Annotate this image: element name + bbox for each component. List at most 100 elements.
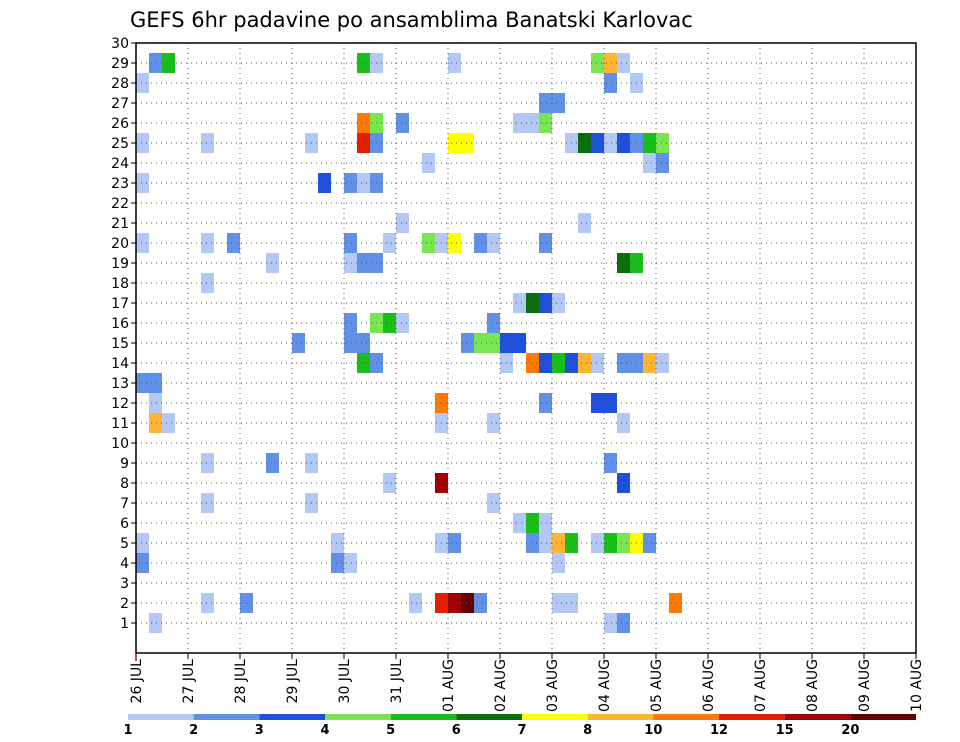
y-tick-label: 9	[120, 456, 129, 472]
heatmap-cell	[344, 173, 357, 193]
heatmap-cell	[149, 413, 162, 433]
heatmap-cell	[617, 473, 630, 493]
x-tick-label: 04 AUG	[597, 659, 613, 712]
y-tick-label: 27	[111, 96, 129, 112]
y-tick-label: 30	[111, 36, 129, 52]
heatmap-cell	[656, 133, 669, 153]
legend-label: 5	[386, 723, 395, 738]
legend-swatch	[390, 714, 457, 720]
legend-label: 3	[255, 723, 264, 738]
y-tick-label: 18	[111, 276, 129, 292]
heatmap-cell	[448, 53, 461, 73]
chart-title: GEFS 6hr padavine po ansamblima Banatski…	[130, 8, 693, 32]
heatmap-cell	[201, 453, 214, 473]
heatmap-cell	[539, 113, 552, 133]
heatmap-cell	[136, 553, 149, 573]
heatmap-cell	[201, 133, 214, 153]
heatmap-cell	[422, 153, 435, 173]
heatmap-cell	[136, 373, 149, 393]
heatmap-cell	[201, 493, 214, 513]
heatmap-cell	[552, 533, 565, 553]
heatmap-cell	[617, 253, 630, 273]
x-tick-label: 26 JUL	[129, 659, 145, 704]
heatmap-cell	[474, 333, 487, 353]
y-tick-label: 16	[111, 316, 129, 332]
color-legend: 1 2 3 4 5 6 7 8 10 12 15 20	[123, 714, 916, 738]
heatmap-cell	[526, 353, 539, 373]
heatmap-cell	[487, 333, 500, 353]
heatmap-cell	[591, 133, 604, 153]
y-tick-label: 28	[111, 76, 129, 92]
legend-label: 12	[710, 723, 728, 738]
heatmap-cell	[201, 273, 214, 293]
legend-label: 2	[189, 723, 198, 738]
heatmap-cell	[357, 173, 370, 193]
heatmap-cell	[149, 373, 162, 393]
heatmap-cell	[617, 533, 630, 553]
legend-swatch	[259, 714, 325, 720]
heatmap-cell	[552, 593, 565, 613]
legend-label: 15	[776, 723, 794, 738]
heatmap-cell	[487, 413, 500, 433]
heatmap-cell	[136, 173, 149, 193]
heatmap-cell	[604, 53, 617, 73]
legend-label: 7	[517, 723, 526, 738]
heatmap-cell	[448, 233, 461, 253]
x-tick-label: 31 JUL	[389, 659, 405, 704]
heatmap-cell	[552, 353, 565, 373]
y-tick-label: 4	[120, 556, 129, 572]
axes-layer: 1234567891011121314151617181920212223242…	[111, 36, 925, 712]
heatmap-cell	[604, 613, 617, 633]
heatmap-cell	[617, 353, 630, 373]
heatmap-cell	[357, 133, 370, 153]
y-tick-label: 26	[111, 116, 129, 132]
heatmap-cell	[162, 53, 175, 73]
y-tick-label: 3	[120, 576, 129, 592]
heatmap-cell	[643, 353, 656, 373]
x-tick-label: 30 JUL	[337, 659, 353, 704]
cells-layer	[136, 53, 682, 633]
x-tick-label: 27 JUL	[181, 659, 197, 704]
heatmap-cell	[149, 53, 162, 73]
heatmap-cell	[201, 233, 214, 253]
y-tick-label: 21	[111, 216, 129, 232]
y-tick-label: 7	[120, 496, 129, 512]
heatmap-cell	[474, 233, 487, 253]
heatmap-cell	[591, 53, 604, 73]
heatmap-cell	[136, 233, 149, 253]
legend-swatch	[325, 714, 391, 720]
y-tick-label: 23	[111, 176, 129, 192]
legend-swatch	[784, 714, 851, 720]
heatmap-cell	[461, 133, 474, 153]
heatmap-cell	[513, 513, 526, 533]
heatmap-cell	[487, 493, 500, 513]
heatmap-cell	[422, 233, 435, 253]
heatmap-cell	[591, 533, 604, 553]
y-tick-label: 1	[120, 616, 129, 632]
legend-label: 20	[841, 723, 859, 738]
heatmap-cell	[162, 413, 175, 433]
legend-label: 6	[452, 723, 461, 738]
heatmap-cell	[617, 53, 630, 73]
heatmap-cell	[617, 413, 630, 433]
x-tick-label: 02 AUG	[493, 659, 509, 712]
heatmap-cell	[643, 153, 656, 173]
heatmap-cell	[539, 93, 552, 113]
heatmap-cell	[344, 313, 357, 333]
x-tick-label: 28 JUL	[233, 659, 249, 704]
heatmap-cell	[643, 533, 656, 553]
heatmap-cell	[318, 173, 331, 193]
heatmap-cell	[526, 533, 539, 553]
grid-layer	[136, 42, 916, 653]
heatmap-cell	[643, 133, 656, 153]
heatmap-cell	[201, 593, 214, 613]
legend-swatch	[587, 714, 654, 720]
x-tick-label: 10 AUG	[909, 659, 925, 712]
y-tick-label: 5	[120, 536, 129, 552]
y-tick-label: 10	[111, 436, 129, 452]
heatmap-cell	[617, 613, 630, 633]
legend-swatch	[850, 714, 916, 720]
heatmap-cell	[539, 353, 552, 373]
heatmap-cell	[383, 473, 396, 493]
